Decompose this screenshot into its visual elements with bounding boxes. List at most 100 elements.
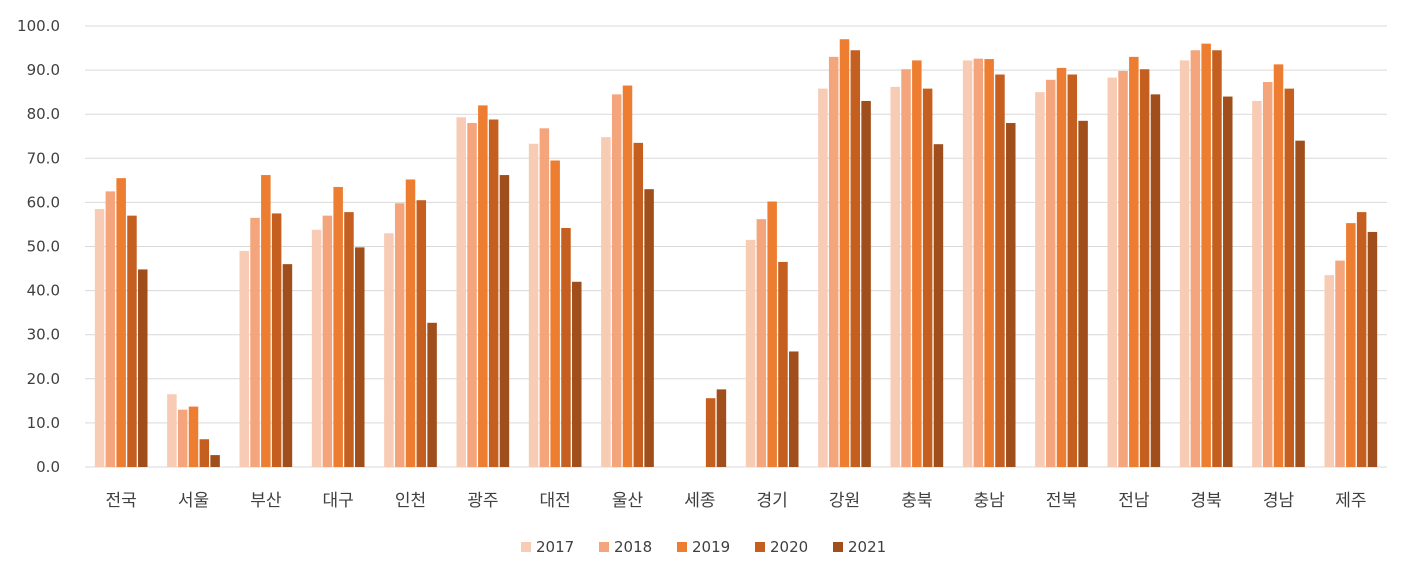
bar-2019-12 bbox=[984, 59, 994, 467]
bar-2021-7 bbox=[644, 189, 654, 468]
x-category-label: 강원 bbox=[829, 491, 860, 511]
bar-2020-4 bbox=[416, 200, 427, 467]
x-category-label: 경남 bbox=[1263, 491, 1295, 511]
y-tick-label: 30.0 bbox=[27, 326, 60, 344]
x-category-label: 제주 bbox=[1335, 491, 1366, 511]
x-category-label: 대구 bbox=[323, 491, 354, 511]
bar-2018-3 bbox=[322, 215, 333, 467]
y-tick-label: 10.0 bbox=[27, 414, 60, 432]
bar-2020-10 bbox=[850, 50, 861, 467]
bar-2021-2 bbox=[282, 264, 293, 467]
bar-2019-10 bbox=[839, 39, 850, 467]
bar-2017-13 bbox=[1035, 92, 1045, 468]
x-category-label: 부산 bbox=[250, 491, 282, 511]
legend-swatch bbox=[833, 542, 843, 552]
bar-2019-2 bbox=[261, 175, 271, 468]
bar-2021-4 bbox=[427, 322, 437, 467]
bar-2020-13 bbox=[1067, 74, 1078, 467]
bar-2019-9 bbox=[767, 201, 777, 467]
x-category-label: 전국 bbox=[106, 491, 137, 511]
bars bbox=[94, 39, 1378, 468]
bar-2019-0 bbox=[116, 178, 126, 467]
bar-2021-8 bbox=[716, 389, 727, 467]
bar-2021-0 bbox=[138, 269, 148, 467]
bar-2017-0 bbox=[94, 209, 105, 467]
bar-2017-1 bbox=[167, 394, 177, 467]
legend-label: 2019 bbox=[692, 538, 730, 556]
bar-2018-14 bbox=[1118, 70, 1128, 468]
x-category-label: 전남 bbox=[1118, 491, 1150, 511]
bar-2020-16 bbox=[1284, 88, 1295, 467]
x-axis-categories: 전국 서울 부산 대구 인천 광주 대전 울산 세종 경기 강원 충북 충남 전북 전남 경북 경남 제주 bbox=[106, 491, 1367, 511]
bar-2017-5 bbox=[456, 117, 466, 468]
y-tick-label: 40.0 bbox=[27, 282, 60, 300]
bar-2021-3 bbox=[355, 247, 365, 467]
bar-2017-10 bbox=[818, 88, 828, 467]
legend-label: 2018 bbox=[614, 538, 652, 556]
bar-2020-5 bbox=[488, 119, 499, 467]
bar-2021-14 bbox=[1150, 94, 1161, 467]
x-category-label: 충남 bbox=[974, 491, 1006, 511]
bar-2018-4 bbox=[394, 203, 405, 468]
bar-2018-15 bbox=[1190, 50, 1201, 467]
bar-2018-7 bbox=[611, 94, 622, 467]
x-category-label: 세종 bbox=[684, 491, 715, 511]
bar-2021-12 bbox=[1006, 123, 1016, 468]
bar-2019-13 bbox=[1056, 67, 1067, 468]
bar-2020-9 bbox=[778, 261, 788, 467]
bar-2021-10 bbox=[861, 100, 871, 467]
bar-2021-1 bbox=[210, 455, 220, 467]
bar-2018-17 bbox=[1335, 260, 1345, 467]
bar-2018-16 bbox=[1262, 82, 1273, 467]
bar-2017-9 bbox=[745, 239, 756, 467]
x-category-label: 서울 bbox=[178, 491, 209, 511]
x-category-label: 울산 bbox=[612, 491, 644, 511]
x-category-label: 인천 bbox=[395, 491, 426, 511]
bar-2018-12 bbox=[973, 58, 984, 467]
bar-2019-16 bbox=[1273, 64, 1284, 467]
bar-2017-3 bbox=[311, 229, 322, 467]
bar-2020-12 bbox=[995, 74, 1005, 467]
bar-2020-6 bbox=[561, 227, 571, 467]
y-tick-label: 20.0 bbox=[27, 370, 60, 388]
bar-2019-1 bbox=[188, 406, 199, 467]
bar-2019-5 bbox=[478, 105, 488, 467]
bar-2019-6 bbox=[550, 160, 560, 467]
bar-2021-17 bbox=[1367, 231, 1378, 467]
bar-2017-7 bbox=[601, 137, 611, 467]
bar-2019-15 bbox=[1201, 43, 1211, 467]
bar-2017-16 bbox=[1252, 100, 1262, 467]
bar-2020-17 bbox=[1356, 212, 1367, 467]
legend-label: 2017 bbox=[536, 538, 574, 556]
bar-2017-4 bbox=[384, 233, 394, 467]
bar-2017-2 bbox=[239, 250, 249, 467]
bar-2020-3 bbox=[344, 212, 354, 467]
bar-2018-11 bbox=[901, 69, 911, 467]
bar-2019-14 bbox=[1129, 56, 1139, 468]
x-category-label: 전북 bbox=[1046, 491, 1077, 511]
bar-2019-11 bbox=[912, 60, 922, 467]
bar-2019-4 bbox=[405, 179, 416, 467]
bar-2020-11 bbox=[922, 88, 933, 467]
bar-2018-1 bbox=[177, 409, 188, 467]
bar-2018-0 bbox=[105, 191, 116, 467]
legend-swatch bbox=[521, 542, 531, 552]
bar-2021-11 bbox=[933, 144, 944, 468]
bar-2021-9 bbox=[789, 351, 799, 467]
x-category-label: 충북 bbox=[901, 491, 932, 511]
bar-2021-16 bbox=[1295, 140, 1305, 467]
x-category-label: 광주 bbox=[467, 491, 498, 511]
bar-2017-17 bbox=[1324, 275, 1334, 467]
x-category-label: 경기 bbox=[757, 491, 788, 511]
bar-2017-14 bbox=[1107, 77, 1117, 468]
y-tick-label: 80.0 bbox=[27, 105, 60, 123]
bar-2018-10 bbox=[828, 56, 839, 468]
bar-2021-15 bbox=[1223, 96, 1233, 467]
legend-label: 2021 bbox=[848, 538, 886, 556]
bar-2019-17 bbox=[1346, 223, 1356, 467]
y-tick-label: 0.0 bbox=[36, 458, 60, 476]
bar-2021-6 bbox=[572, 281, 582, 467]
bar-2019-7 bbox=[622, 85, 633, 467]
